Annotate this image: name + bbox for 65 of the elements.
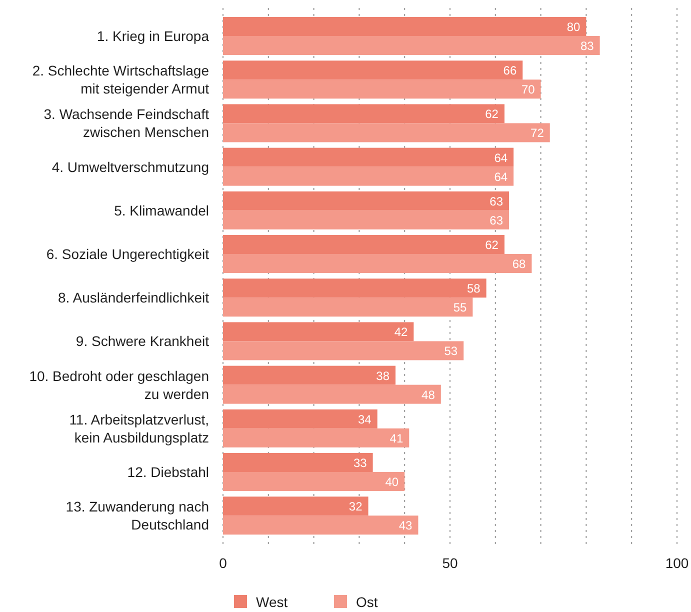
data-label: 40: [385, 475, 399, 489]
y-tick-label: 13. Zuwanderung nach Deutschland: [66, 498, 209, 533]
data-label: 42: [394, 325, 408, 340]
bar: [223, 453, 373, 472]
data-label: 32: [348, 500, 363, 514]
y-tick-label: 1. Krieg in Europa: [96, 28, 210, 44]
data-label: 62: [485, 238, 499, 252]
bar: [223, 235, 504, 254]
bar: [223, 428, 410, 448]
data-label: 55: [453, 300, 468, 315]
data-label: 33: [353, 456, 368, 470]
bar: [223, 148, 514, 167]
bar: [223, 254, 532, 273]
data-label: 66: [503, 64, 517, 78]
y-tick-label: 11. Arbeitsplatzverlust, kein Ausbildungsplatz: [69, 411, 209, 446]
y-tick-label: 9. Schwere Krankheit: [76, 333, 210, 350]
data-label: 68: [512, 257, 526, 271]
data-label: 63: [490, 194, 504, 208]
x-tick-label: 50: [442, 555, 458, 571]
bar: [223, 60, 523, 80]
legend-label: Ost: [356, 594, 378, 610]
data-label: 41: [390, 431, 404, 446]
data-label: 64: [494, 150, 508, 165]
y-tick-label: 2. Schlechte Wirtschaftslage mit steigender Armut: [32, 62, 210, 97]
bar: [223, 384, 441, 404]
bar: [223, 472, 405, 491]
y-tick-label: 8. Ausländerfeindlichkeit: [58, 290, 210, 306]
legend-label: West: [256, 594, 288, 610]
data-label: 53: [444, 344, 458, 358]
data-label: 48: [422, 388, 436, 402]
data-label: 38: [376, 368, 390, 383]
bar: [223, 80, 541, 99]
bar: [223, 278, 486, 298]
bar: [223, 166, 514, 186]
data-label: 64: [494, 170, 508, 184]
y-tick-label: 6. Soziale Ungerechtigkeit: [46, 246, 210, 262]
data-label: 72: [530, 126, 544, 140]
bar: [223, 123, 550, 142]
bar: [223, 496, 368, 516]
data-label: 58: [466, 282, 481, 296]
x-tick-label: 0: [219, 555, 228, 571]
bar: [223, 409, 378, 428]
data-label: 34: [358, 412, 372, 426]
y-tick-label: 12. Diebstahl: [127, 464, 209, 480]
data-label: 70: [521, 82, 536, 97]
bar: [223, 298, 473, 317]
bar: [223, 104, 504, 124]
data-label: 43: [398, 518, 413, 533]
bar: [223, 341, 464, 360]
data-label: 62: [485, 107, 499, 122]
x-tick-label: 100: [665, 555, 689, 571]
data-label: 80: [566, 20, 581, 34]
y-tick-label: 5. Klimawandel: [114, 202, 209, 218]
data-label: 63: [490, 213, 504, 228]
bar: [223, 516, 418, 535]
bar: [223, 322, 414, 342]
bar: [223, 210, 510, 230]
bar: [223, 366, 396, 385]
y-tick-label: 10. Bedroht oder geschlagen zu werden: [29, 368, 209, 402]
y-tick-label: 4. Umweltverschmutzung: [52, 158, 209, 175]
data-label: 83: [580, 39, 594, 53]
y-tick-label: 3. Wachsende Feindschaft zwischen Menschen: [44, 106, 210, 140]
bar: [223, 36, 600, 55]
bar: [223, 17, 586, 36]
bar: [223, 191, 510, 210]
